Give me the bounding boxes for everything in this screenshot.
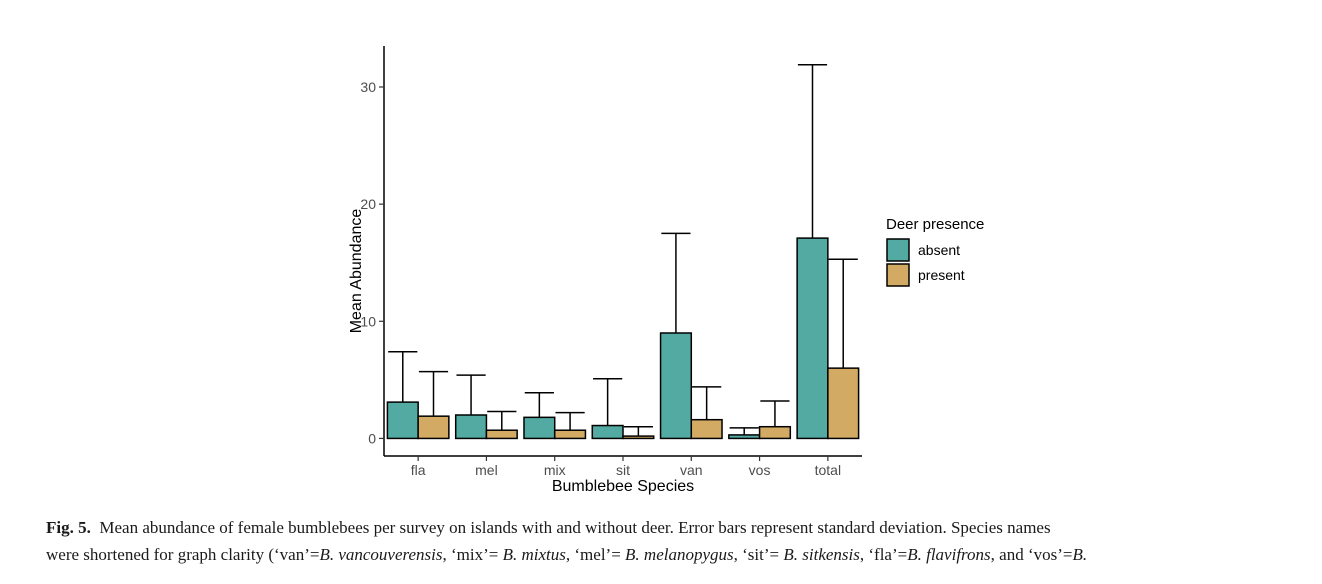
- bar-absent-mix: [523, 416, 556, 440]
- y-tick-label: 30: [360, 79, 376, 95]
- error-bar-absent-vos: [729, 427, 759, 435]
- caption-text: , and ‘vos’=: [990, 545, 1073, 564]
- error-bar-absent-mix: [524, 391, 554, 418]
- bar-absent-mel: [454, 414, 488, 440]
- x-tick-label: sit: [616, 462, 630, 478]
- x-axis-title: Bumblebee Species: [552, 478, 694, 495]
- error-bar-absent-mel: [456, 374, 486, 415]
- bar-absent-van: [659, 332, 693, 440]
- caption-text: , ‘sit’=: [733, 545, 784, 564]
- caption-text-1: Mean abundance of female bumblebees per …: [99, 518, 1051, 537]
- x-tick-label: total: [815, 462, 841, 478]
- caption-text: , ‘fla’=: [859, 545, 908, 564]
- bar-chart: 0 10 20 30 fla mel mix sit van vos total Bumblebee …: [348, 46, 984, 495]
- species-name: B. mixtus: [502, 545, 566, 564]
- caption-line-1: Fig. 5. Mean abundance of female bumbleb…: [46, 514, 1296, 541]
- bar-present-total: [827, 367, 860, 440]
- axes: 0 10 20 30 fla mel mix sit van vos total Bumblebee …: [348, 46, 862, 495]
- x-tick-label: fla: [411, 462, 426, 478]
- bar-present-fla: [417, 415, 450, 440]
- caption-text: , ‘mix’=: [442, 545, 503, 564]
- legend: Deer presence absent present: [886, 216, 984, 287]
- bar-present-sit: [622, 435, 655, 440]
- species-name: B. flavifrons: [907, 545, 991, 564]
- error-bar-present-vos: [760, 400, 790, 427]
- x-tick-label: van: [680, 462, 703, 478]
- y-tick-label: 20: [360, 196, 376, 212]
- figure-label: Fig. 5.: [46, 518, 91, 537]
- y-axis-title: Mean Abundance: [348, 209, 365, 334]
- legend-title: Deer presence: [886, 216, 984, 233]
- error-bar-present-van: [692, 386, 722, 420]
- caption-line-2: were shortened for graph clarity (‘van’=…: [46, 541, 1296, 568]
- caption-text: were shortened for graph clarity (‘van’=: [46, 545, 320, 564]
- species-name: B. melanopygus: [625, 545, 734, 564]
- figure-caption: Fig. 5. Mean abundance of female bumbleb…: [46, 514, 1296, 568]
- caption-text: , ‘mel’=: [565, 545, 626, 564]
- species-name: B. sitkensis: [783, 545, 860, 564]
- error-bar-present-sit: [623, 425, 653, 437]
- legend-label-present: present: [918, 267, 965, 283]
- x-tick-label: mel: [475, 462, 498, 478]
- bar-present-van: [690, 418, 723, 440]
- bar-present-mel: [485, 429, 518, 440]
- error-bar-absent-total: [797, 63, 828, 239]
- error-bar-present-total: [828, 258, 858, 369]
- error-bar-present-mix: [555, 411, 585, 431]
- x-tick-label: vos: [749, 462, 771, 478]
- y-tick-label: 0: [368, 430, 376, 446]
- legend-swatch-present: [886, 263, 910, 287]
- bar-absent-vos: [728, 434, 761, 440]
- error-bar-absent-fla: [388, 350, 418, 403]
- legend-label-absent: absent: [918, 242, 960, 258]
- species-name: B. vancouverensis: [319, 545, 443, 564]
- bar-present-vos: [758, 425, 792, 440]
- error-bar-absent-sit: [593, 377, 623, 426]
- species-name: B.: [1072, 545, 1088, 564]
- error-bar-present-mel: [487, 410, 517, 431]
- legend-swatch-absent: [886, 238, 910, 262]
- y-tick-label: 10: [360, 313, 376, 329]
- bar-absent-total: [796, 237, 829, 440]
- bar-absent-fla: [386, 401, 419, 440]
- bar-absent-sit: [591, 424, 624, 440]
- error-bar-present-fla: [418, 370, 449, 417]
- bar-present-mix: [553, 429, 587, 440]
- plot-area: [386, 63, 860, 440]
- x-tick-label: mix: [544, 462, 566, 478]
- error-bar-absent-van: [661, 232, 691, 333]
